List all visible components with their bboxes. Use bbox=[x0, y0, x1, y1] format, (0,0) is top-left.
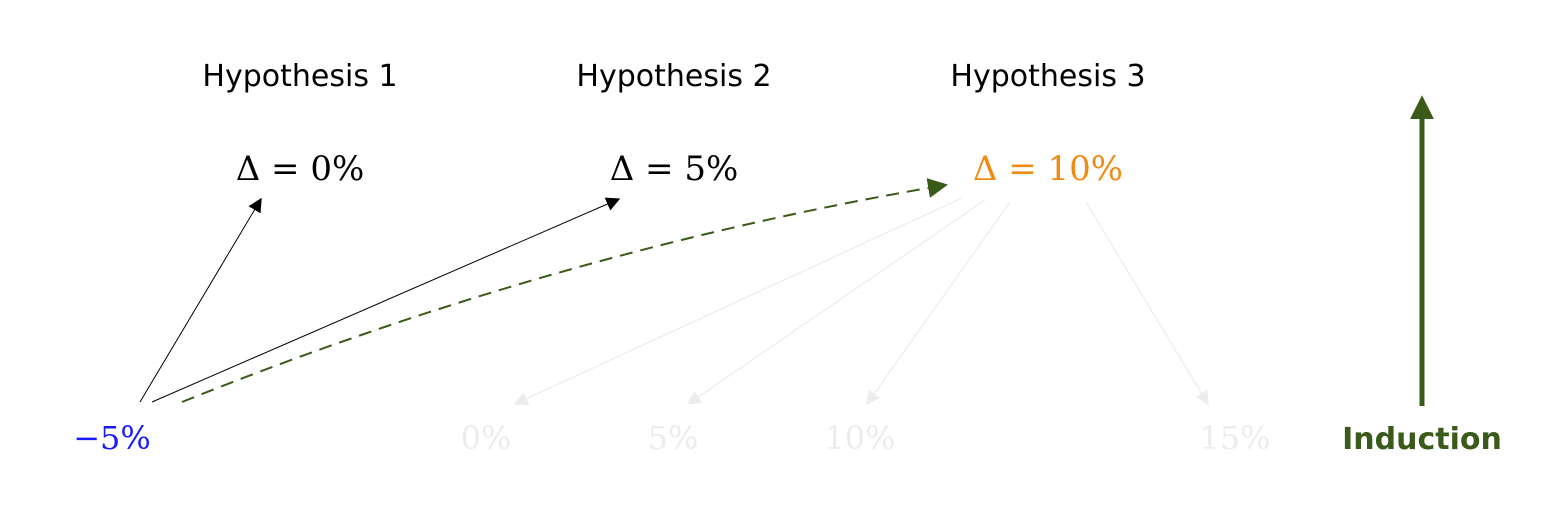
hypothesis-2-delta: Δ = 5% bbox=[610, 149, 739, 189]
induction-label: Induction bbox=[1342, 422, 1502, 457]
prediction-arrow-5 bbox=[686, 199, 986, 405]
prediction-label-10: 10% bbox=[824, 419, 895, 457]
hypothesis-3-title: Hypothesis 3 bbox=[950, 59, 1145, 94]
obs-to-hypothesis-2-arrow bbox=[151, 197, 621, 403]
prediction-label-5: 5% bbox=[648, 419, 699, 457]
obs-to-hypothesis-1-arrow bbox=[139, 197, 262, 403]
obs-to-hypothesis-3-dashed-arrow bbox=[181, 178, 948, 403]
hypothesis-2-title: Hypothesis 2 bbox=[576, 59, 771, 94]
prediction-label-15: 15% bbox=[1199, 419, 1270, 457]
prediction-arrow-10 bbox=[866, 201, 1011, 406]
prediction-arrow-0 bbox=[513, 197, 963, 406]
hypothesis-3-delta: Δ = 10% bbox=[973, 149, 1123, 189]
observation-label: −5% bbox=[73, 419, 151, 457]
hypothesis-1-title: Hypothesis 1 bbox=[202, 59, 397, 94]
prediction-arrow-15 bbox=[1085, 201, 1209, 406]
prediction-label-0: 0% bbox=[461, 419, 512, 457]
hypothesis-1-delta: Δ = 0% bbox=[236, 149, 365, 189]
